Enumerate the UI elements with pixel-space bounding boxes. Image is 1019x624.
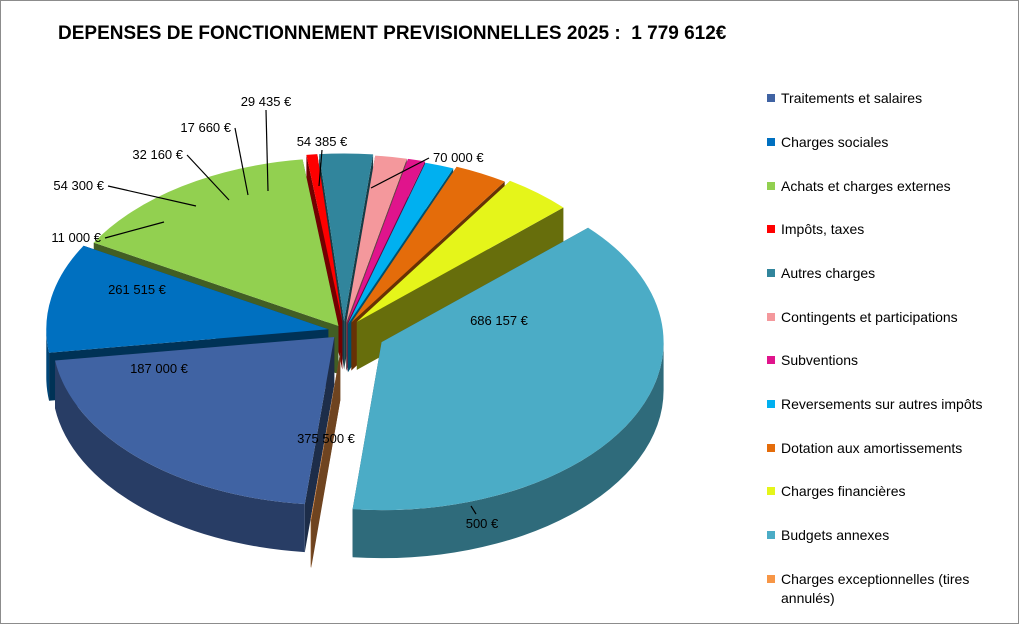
data-label: 29 435 € bbox=[241, 94, 292, 109]
data-label: 187 000 € bbox=[130, 361, 189, 376]
slice-top bbox=[346, 155, 407, 323]
legend-label: Dotation aux amortissements bbox=[781, 440, 963, 456]
legend-label: Reversements sur autres impôts bbox=[781, 396, 983, 412]
data-label: 500 € bbox=[466, 516, 499, 531]
pie-slice-11 bbox=[352, 227, 664, 559]
data-label: 686 157 € bbox=[470, 313, 529, 328]
slice-side bbox=[46, 329, 50, 401]
slice-wall bbox=[310, 352, 341, 568]
legend-swatch bbox=[767, 487, 775, 495]
legend-swatch bbox=[767, 400, 775, 408]
slice-top bbox=[351, 166, 505, 323]
slice-side bbox=[352, 342, 664, 559]
slice-top bbox=[310, 352, 341, 520]
data-label: 32 160 € bbox=[132, 147, 183, 162]
data-label: 54 300 € bbox=[53, 178, 104, 193]
legend-swatch bbox=[767, 356, 775, 364]
legend-label: Achats et charges externes bbox=[781, 178, 951, 194]
data-label: 261 515 € bbox=[108, 282, 167, 297]
data-label: 375 500 € bbox=[297, 431, 356, 446]
legend-label: Impôts, taxes bbox=[781, 221, 865, 237]
leader-line bbox=[370, 157, 430, 189]
legend-swatch bbox=[767, 138, 775, 146]
legend-label: Charges financières bbox=[781, 483, 906, 499]
legend-label: Traitements et salaires bbox=[781, 90, 923, 106]
slice-top bbox=[347, 158, 426, 323]
legend-label: Subventions bbox=[781, 352, 859, 368]
legend-swatch bbox=[767, 182, 775, 190]
pie-slice-12 bbox=[310, 352, 341, 568]
leader-line bbox=[186, 154, 230, 201]
slice-top bbox=[352, 227, 664, 511]
legend-label: Contingents et participations bbox=[781, 309, 958, 325]
legend-label: Budgets annexes bbox=[781, 527, 890, 543]
slice-top bbox=[306, 154, 343, 322]
legend-label: Charges exceptionnelles (tires annulés) bbox=[781, 571, 970, 606]
legend-swatch bbox=[767, 313, 775, 321]
slice-top bbox=[319, 153, 374, 322]
slice-top bbox=[347, 162, 454, 325]
leader-line bbox=[470, 505, 477, 515]
leader-line bbox=[318, 149, 323, 187]
legend-swatch bbox=[767, 444, 775, 452]
legend-label: Autres charges bbox=[781, 265, 876, 281]
leader-line bbox=[107, 185, 197, 207]
legend-swatch bbox=[767, 575, 775, 583]
leader-line bbox=[104, 221, 165, 239]
slice-wall bbox=[304, 337, 335, 553]
leader-line bbox=[234, 127, 249, 196]
chart-title: DEPENSES DE FONCTIONNEMENT PREVISIONNELL… bbox=[58, 23, 727, 44]
slice-top bbox=[46, 245, 329, 353]
data-label: 54 385 € bbox=[297, 134, 348, 149]
legend-swatch bbox=[767, 94, 775, 102]
slice-top bbox=[356, 180, 564, 322]
data-label: 17 660 € bbox=[180, 120, 231, 135]
slice-top bbox=[93, 159, 339, 327]
legend-swatch bbox=[767, 531, 775, 539]
data-label: 11 000 € bbox=[51, 230, 101, 245]
legend-swatch bbox=[767, 269, 775, 277]
data-label: 70 000 € bbox=[433, 150, 484, 165]
legend-label: Charges sociales bbox=[781, 134, 889, 150]
leader-line bbox=[265, 109, 269, 192]
slice-side bbox=[55, 360, 305, 553]
slice-top bbox=[55, 337, 335, 505]
legend-swatch bbox=[767, 225, 775, 233]
pie-slice-1 bbox=[55, 337, 335, 553]
